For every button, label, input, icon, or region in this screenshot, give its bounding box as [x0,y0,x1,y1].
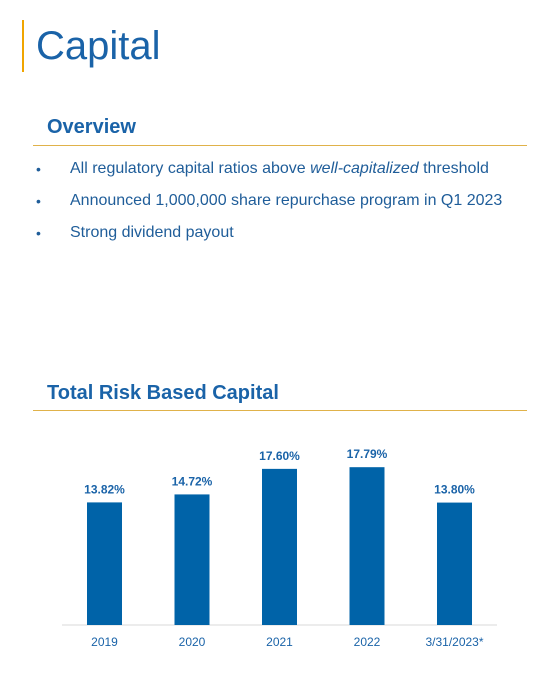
total-risk-based-capital-chart: 13.82% 2019 14.72% 2020 17.60% 2021 17.79% 2022… [62,447,497,649]
overview-bullet-2: • Announced 1,000,000 share repurchase pr… [33,187,502,219]
overview-bullet-1: • All regulatory capital ratios above wel… [33,155,502,187]
x-tick-label-0: 2019 [91,635,118,649]
x-tick-label-2: 2021 [266,635,293,649]
bullet-icon: • [36,161,41,177]
bullet-text: Strong dividend payout [70,224,234,241]
data-label-1: 14.72% [172,474,213,488]
bullet-icon: • [36,225,41,241]
page-title: Capital [36,24,161,68]
overview-heading: Overview [47,116,136,138]
bullet-emphasis: well-capitalized [310,160,419,177]
overview-divider [33,145,527,146]
bar-1 [174,494,210,625]
bar-4 [437,502,472,625]
bullet-icon: • [36,193,41,209]
chart-section-heading: Total Risk Based Capital [47,382,279,404]
bullet-text: All regulatory capital ratios above [70,160,311,177]
overview-bullet-3: • Strong dividend payout [33,219,502,251]
bar-2 [262,468,297,625]
title-accent-bar [22,20,24,72]
bullet-text: Announced 1,000,000 share repurchase pro… [70,192,503,209]
data-label-2: 17.60% [259,449,300,463]
bullet-text-end: threshold [418,160,489,177]
bar-3 [349,467,385,625]
data-label-4: 13.80% [434,483,475,497]
data-label-0: 13.82% [84,482,125,496]
chart-section-divider [33,410,527,411]
x-tick-label-1: 2020 [179,635,206,649]
x-tick-label-3: 2022 [354,635,381,649]
overview-bullet-list: • All regulatory capital ratios above wel… [33,155,502,251]
data-label-3: 17.79% [347,447,388,461]
x-tick-label-4: 3/31/2023* [425,635,483,649]
bar-0 [87,502,122,625]
